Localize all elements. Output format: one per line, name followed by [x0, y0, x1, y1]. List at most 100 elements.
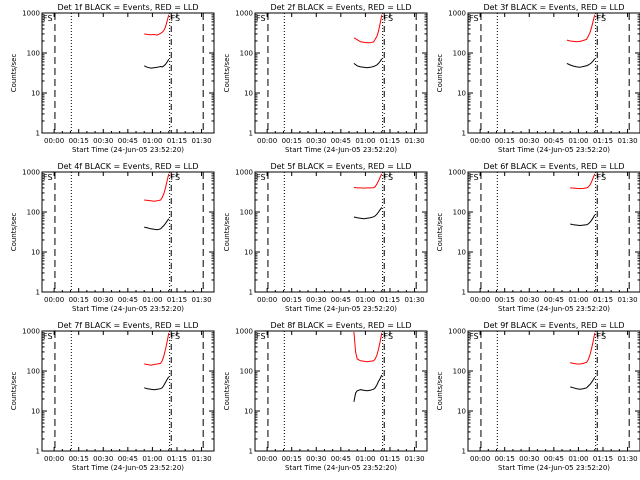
x-tick-label: 01:00 [142, 296, 162, 304]
x-axis-label: Start Time (24-Jun-05 23:52:20) [498, 464, 610, 472]
flag-label: FS [469, 332, 479, 341]
chart-title: Det 2f BLACK = Events, RED = LLD [270, 3, 411, 12]
chart-panel: Det 3f BLACK = Events, RED = LLD 1 10 100 10… [436, 3, 640, 154]
x-tick-label: 00:30 [93, 296, 113, 304]
y-tick-label: 1 [36, 130, 40, 138]
series-line-lld [570, 332, 596, 365]
x-tick-label: 00:45 [544, 455, 564, 463]
x-tick-label: 00:15 [69, 296, 89, 304]
x-tick-label: 01:30 [617, 296, 637, 304]
x-tick-label: 01:00 [355, 137, 375, 145]
y-tick-label: 1 [249, 448, 253, 456]
y-tick-label: 10 [31, 90, 40, 98]
y-tick-label: 10 [457, 249, 466, 257]
chart-title: Det 9f BLACK = Events, RED = LLD [483, 321, 624, 330]
x-tick-label: 00:00 [44, 296, 64, 304]
y-tick-label: 10 [457, 90, 466, 98]
x-tick-label: 00:15 [495, 296, 515, 304]
series-line-events [570, 214, 596, 227]
chart-title: Det 7f BLACK = Events, RED = LLD [57, 321, 198, 330]
y-axis-label: Counts/sec [436, 54, 444, 93]
chart-title: Det 5f BLACK = Events, RED = LLD [270, 162, 411, 171]
x-tick-label: 01:15 [380, 455, 400, 463]
x-tick-label: 01:15 [167, 455, 187, 463]
y-tick-label: 10 [31, 249, 40, 257]
x-tick-label: 01:30 [404, 296, 424, 304]
y-tick-label: 100 [27, 209, 40, 217]
series-line-events [353, 58, 383, 69]
series-line-events [353, 207, 383, 220]
x-tick-label: 00:00 [470, 296, 490, 304]
x-tick-label: 01:30 [191, 455, 211, 463]
x-tick-label: 00:45 [118, 137, 138, 145]
chart-panel: Det 6f BLACK = Events, RED = LLD 1 10 100 10… [436, 162, 640, 313]
series-line-events [144, 218, 170, 231]
x-tick-label: 00:45 [544, 296, 564, 304]
series-line-lld [144, 332, 170, 366]
y-axis-label: Counts/sec [436, 372, 444, 411]
y-axis-label: Counts/sec [10, 372, 18, 411]
y-axis-label: Counts/sec [10, 54, 18, 93]
y-axis-label: Counts/sec [223, 372, 231, 411]
chart-panel: Det 4f BLACK = Events, RED = LLD 1 10 100 10… [10, 162, 215, 313]
y-tick-label: 100 [27, 368, 40, 376]
x-tick-label: 00:45 [118, 455, 138, 463]
x-tick-label: 00:00 [44, 137, 64, 145]
flag-label: FS [469, 14, 479, 23]
flag-label: FS [384, 14, 394, 23]
y-tick-label: 10 [244, 408, 253, 416]
x-tick-label: 00:15 [495, 137, 515, 145]
x-tick-label: 00:30 [93, 137, 113, 145]
x-tick-label: 00:45 [331, 296, 351, 304]
x-tick-label: 00:00 [257, 137, 277, 145]
x-tick-label: 00:15 [282, 455, 302, 463]
x-axis-label: Start Time (24-Jun-05 23:52:20) [72, 305, 184, 313]
series-line-events [143, 58, 170, 69]
series-line-events [566, 58, 596, 68]
y-axis-label: Counts/sec [436, 213, 444, 252]
x-tick-label: 01:15 [593, 137, 613, 145]
y-tick-label: 1000 [235, 328, 253, 336]
y-tick-label: 1000 [22, 328, 40, 336]
y-tick-label: 1000 [22, 169, 40, 177]
flag-label: FS [43, 332, 53, 341]
chart-title: Det 4f BLACK = Events, RED = LLD [57, 162, 198, 171]
y-tick-label: 1 [462, 289, 466, 297]
chart-panel: Det 8f BLACK = Events, RED = LLD 1 10 100 10… [223, 321, 428, 472]
x-tick-label: 01:00 [355, 455, 375, 463]
y-tick-label: 1000 [448, 169, 466, 177]
flag-label: FS [256, 14, 266, 23]
y-tick-label: 1000 [235, 10, 253, 18]
series-line-lld [353, 331, 383, 363]
x-tick-label: 01:15 [380, 137, 400, 145]
y-tick-label: 100 [453, 50, 466, 58]
x-axis-label: Start Time (24-Jun-05 23:52:20) [498, 305, 610, 313]
x-tick-label: 00:15 [282, 296, 302, 304]
flag-label: FS [171, 332, 181, 341]
x-tick-label: 00:00 [470, 137, 490, 145]
flag-label: FS [384, 173, 394, 182]
x-tick-label: 01:15 [167, 137, 187, 145]
chart-panel: Det 5f BLACK = Events, RED = LLD 1 10 100 10… [223, 162, 428, 313]
flag-label: FS [469, 173, 479, 182]
y-tick-label: 1000 [448, 10, 466, 18]
x-tick-label: 01:30 [404, 137, 424, 145]
x-axis-label: Start Time (24-Jun-05 23:52:20) [72, 146, 184, 154]
x-tick-label: 01:30 [617, 137, 637, 145]
y-tick-label: 1 [462, 448, 466, 456]
x-tick-label: 01:30 [617, 455, 637, 463]
x-axis-label: Start Time (24-Jun-05 23:52:20) [285, 464, 397, 472]
chart-panel: Det 2f BLACK = Events, RED = LLD 1 10 100 10… [223, 3, 428, 154]
y-tick-label: 1 [36, 289, 40, 297]
y-tick-label: 100 [240, 50, 253, 58]
series-line-lld [353, 14, 383, 44]
x-tick-label: 00:15 [69, 137, 89, 145]
x-tick-label: 01:00 [568, 455, 588, 463]
x-tick-label: 00:45 [331, 137, 351, 145]
x-tick-label: 00:30 [519, 296, 539, 304]
y-tick-label: 1000 [235, 169, 253, 177]
x-tick-label: 01:00 [142, 137, 162, 145]
chart-panel: Det 1f BLACK = Events, RED = LLD 1 10 100 10… [10, 3, 215, 154]
